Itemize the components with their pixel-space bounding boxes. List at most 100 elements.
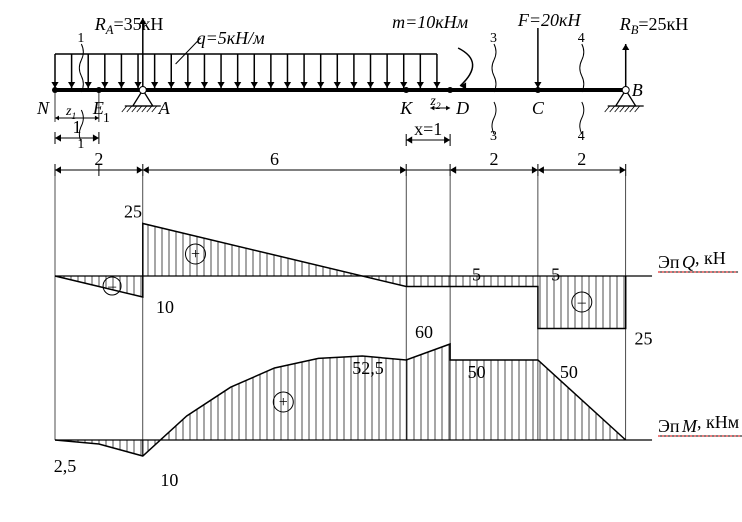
ground-hatch bbox=[142, 106, 147, 112]
M-value: 52,5 bbox=[352, 358, 384, 378]
dim-label: 1 bbox=[72, 117, 81, 137]
arrowhead bbox=[532, 166, 538, 173]
arrowhead bbox=[334, 82, 341, 88]
M-axis-label2: M, кНм bbox=[681, 412, 739, 436]
dim-label: x=1 bbox=[414, 119, 442, 139]
pt-C: C bbox=[532, 98, 545, 118]
arrowhead bbox=[300, 82, 307, 88]
arrowhead bbox=[367, 82, 374, 88]
arrowhead bbox=[55, 134, 61, 141]
arrowhead bbox=[406, 136, 412, 143]
node-D bbox=[447, 87, 453, 93]
arrowhead bbox=[620, 166, 626, 173]
dim-val: 2 bbox=[577, 149, 586, 169]
ground-hatch bbox=[127, 106, 132, 112]
label: + bbox=[191, 246, 200, 263]
label: + bbox=[279, 394, 288, 411]
arrowhead bbox=[217, 82, 224, 88]
ground-hatch bbox=[605, 106, 610, 112]
F-label: F=20кН bbox=[517, 10, 582, 30]
arrowhead bbox=[137, 166, 143, 173]
arrowhead bbox=[284, 82, 291, 88]
Q-value: 25 bbox=[124, 202, 142, 222]
arrowhead bbox=[184, 82, 191, 88]
Q-value: 10 bbox=[156, 297, 174, 317]
ground-hatch bbox=[132, 106, 137, 112]
ground-hatch bbox=[615, 106, 620, 112]
arrowhead bbox=[101, 82, 108, 88]
arrowhead bbox=[151, 82, 158, 88]
Q-value: 5 bbox=[551, 265, 560, 285]
arrowhead bbox=[68, 82, 75, 88]
arrowhead bbox=[433, 82, 440, 88]
section-num: 4 bbox=[578, 31, 585, 46]
section-num: 3 bbox=[490, 31, 497, 46]
M-value: 60 bbox=[415, 322, 433, 342]
dim-val: 6 bbox=[270, 149, 279, 169]
arrowhead bbox=[317, 82, 324, 88]
arrowhead bbox=[251, 82, 258, 88]
arrowhead bbox=[400, 166, 406, 173]
arrowhead bbox=[201, 82, 208, 88]
arrowhead bbox=[384, 82, 391, 88]
ground-hatch bbox=[635, 106, 640, 112]
M-value: 2,5 bbox=[54, 456, 77, 476]
ground-hatch bbox=[122, 106, 127, 112]
hinge bbox=[139, 87, 146, 94]
arrowhead bbox=[534, 82, 541, 88]
arrowhead bbox=[51, 82, 58, 88]
dim-val: 2 bbox=[490, 149, 499, 169]
m-label: m=10кНм bbox=[392, 12, 469, 32]
M-value: 50 bbox=[468, 362, 486, 382]
arrowhead bbox=[143, 166, 149, 173]
section-num: 3 bbox=[490, 129, 497, 144]
arrowhead bbox=[350, 82, 357, 88]
arrowhead bbox=[55, 166, 61, 173]
ground-hatch bbox=[152, 106, 157, 112]
arrowhead bbox=[446, 106, 450, 111]
section-mark bbox=[492, 44, 496, 92]
arrowhead bbox=[93, 134, 99, 141]
ground-hatch bbox=[137, 106, 142, 112]
pt-N: N bbox=[36, 98, 50, 118]
arrowhead bbox=[622, 44, 629, 50]
arrowhead bbox=[444, 136, 450, 143]
Q-axis-label: Эп bbox=[658, 252, 680, 272]
RB-label: RB=25кН bbox=[619, 14, 689, 37]
section-num: 1 bbox=[77, 137, 84, 152]
label: – bbox=[577, 294, 587, 311]
arrowhead bbox=[538, 166, 544, 173]
M-axis-label: Эп bbox=[658, 416, 680, 436]
pt-K: K bbox=[399, 98, 413, 118]
arrowhead bbox=[234, 82, 241, 88]
pt-D: D bbox=[455, 98, 469, 118]
pt-B: B bbox=[632, 80, 643, 100]
section-mark bbox=[79, 44, 83, 92]
section-num: 4 bbox=[578, 129, 585, 144]
arrowhead bbox=[267, 82, 274, 88]
arrowhead bbox=[168, 82, 175, 88]
ground-hatch bbox=[620, 106, 625, 112]
Q-axis-label2: Q, кН bbox=[682, 248, 726, 272]
RA-label: RA=35кН bbox=[94, 14, 164, 37]
Q-value: 25 bbox=[634, 329, 652, 349]
q-label: q=5кН/м bbox=[197, 28, 266, 48]
arrowhead bbox=[450, 166, 456, 173]
pt-A: A bbox=[158, 98, 171, 118]
z2-label: z2 bbox=[429, 94, 440, 112]
arrowhead bbox=[85, 82, 92, 88]
arrowhead bbox=[55, 116, 59, 121]
label: – bbox=[107, 278, 117, 295]
hinge bbox=[622, 87, 629, 94]
dim-val: 2 bbox=[94, 149, 103, 169]
ground-hatch bbox=[625, 106, 630, 112]
ground-hatch bbox=[147, 106, 152, 112]
ground-hatch bbox=[630, 106, 635, 112]
arrowhead bbox=[417, 82, 424, 88]
section-mark bbox=[580, 44, 584, 92]
M-value: 10 bbox=[160, 470, 178, 490]
section-num: 1 bbox=[77, 31, 84, 46]
Q-value: 5 bbox=[472, 265, 481, 285]
label: 1 bbox=[103, 111, 110, 126]
moment-arc bbox=[458, 48, 473, 86]
